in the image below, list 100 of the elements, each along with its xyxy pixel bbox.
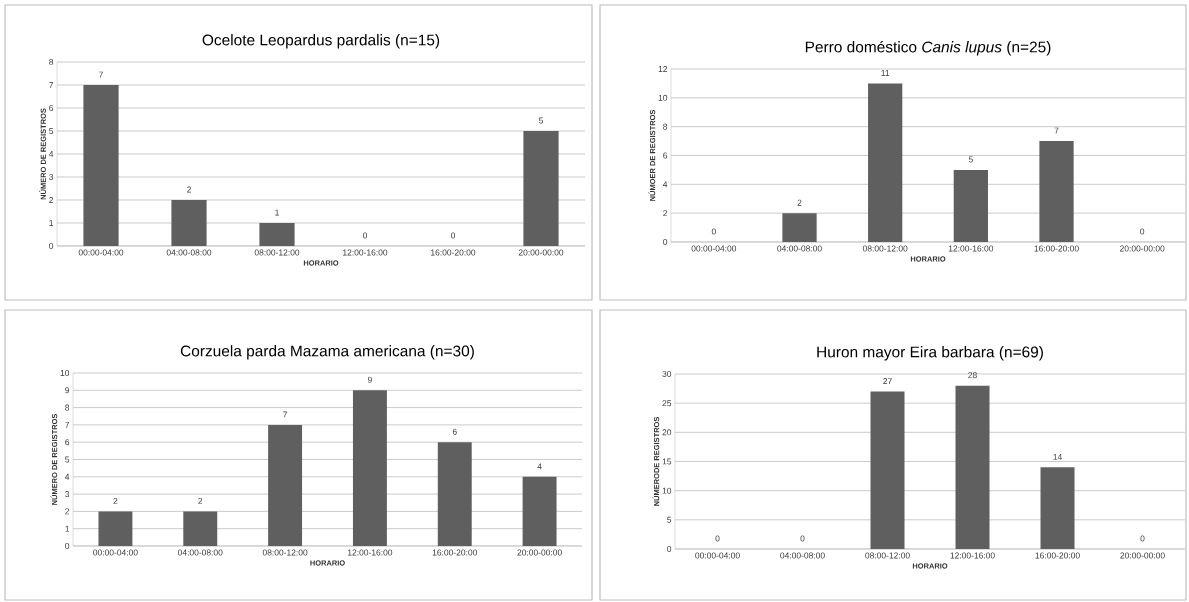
data-label: 14 — [1053, 453, 1062, 460]
x-tick-label: 16:00-20:00 — [1034, 245, 1079, 252]
chart-title: Huron mayor Eira barbara (n=69) — [817, 346, 1043, 361]
y-tick-label: 4 — [662, 181, 668, 188]
x-tick-label: 20:00-00:00 — [1120, 552, 1165, 559]
data-label: 28 — [968, 372, 977, 379]
y-tick-label: 6 — [663, 152, 668, 159]
y-tick-label: 4 — [64, 473, 70, 480]
bar — [352, 390, 387, 546]
bar — [259, 222, 295, 246]
x-tick-label: 12:00-16:00 — [950, 552, 995, 559]
bar — [523, 130, 559, 246]
chart-title: Corzuela parda Mazama americana (n=30) — [180, 345, 474, 360]
x-tick-label: 08:00-12:00 — [865, 552, 910, 559]
y-tick-label: 30 — [662, 371, 672, 377]
bar — [1039, 141, 1074, 242]
y-tick-label: 5 — [49, 128, 54, 134]
y-tick-label: 25 — [662, 400, 672, 407]
y-tick-label: 0 — [49, 242, 54, 249]
y-tick-label: 5 — [65, 456, 70, 463]
data-label: 0 — [1140, 228, 1145, 235]
bar — [268, 424, 303, 546]
x-tick-label: 04:00-08:00 — [166, 249, 212, 256]
y-tick-label: 2 — [663, 210, 668, 217]
y-tick-label: 7 — [65, 421, 70, 428]
bar — [183, 511, 218, 546]
x-tick-label: 08:00-12:00 — [254, 249, 300, 256]
y-tick-label: 20 — [662, 429, 672, 436]
bar — [98, 511, 133, 546]
y-tick-label: 10 — [60, 369, 70, 376]
x-tick-label: 08:00-12:00 — [862, 245, 908, 252]
x-tick-label: 00:00-04:00 — [78, 249, 124, 256]
chart-title: Ocelote Leopardus pardalis (n=15) — [202, 34, 440, 49]
y-tick-label: 5 — [667, 516, 672, 523]
x-tick-label: 04:00-08:00 — [780, 552, 825, 559]
data-label: 0 — [1140, 535, 1145, 542]
y-tick-label: 6 — [49, 105, 54, 111]
y-tick-label: 6 — [65, 439, 70, 446]
y-tick-label: 3 — [49, 174, 54, 180]
data-label: 27 — [883, 378, 892, 384]
x-tick-label: 00:00-04:00 — [93, 549, 138, 556]
data-label: 7 — [1054, 127, 1059, 134]
data-label: 0 — [800, 535, 805, 542]
y-tick-label: 7 — [49, 82, 54, 88]
x-tick-label: 16:00-20:00 — [432, 549, 478, 556]
bar — [953, 169, 988, 242]
y-tick-label: 4 — [48, 151, 54, 157]
y-tick-label: 3 — [65, 491, 70, 498]
data-label: 0 — [715, 535, 720, 542]
y-tick-label: 2 — [65, 508, 70, 515]
x-tick-label: 12:00-16:00 — [347, 549, 393, 556]
x-tick-label: 04:00-08:00 — [177, 549, 223, 556]
bar — [955, 385, 990, 549]
x-tick-label: 00:00-04:00 — [695, 552, 740, 559]
bar — [522, 476, 557, 546]
x-tick-label: 16:00-20:00 — [431, 249, 476, 256]
y-tick-label: 8 — [65, 404, 70, 411]
bar — [868, 83, 903, 242]
data-label: 11 — [881, 70, 890, 76]
data-label: 2 — [113, 497, 118, 504]
y-tick-label: 0 — [65, 542, 70, 549]
data-label: 2 — [797, 199, 802, 206]
data-label: 4 — [537, 463, 542, 470]
data-label: 1 — [275, 209, 279, 216]
bar — [437, 442, 472, 546]
x-tick-label: 04:00-08:00 — [777, 245, 822, 252]
data-label: 0 — [711, 228, 716, 235]
chart-title: Perro doméstico Canis lupus (n=25) — [805, 40, 1051, 56]
x-tick-label: 12:00-16:00 — [948, 245, 994, 252]
y-tick-label: 0 — [663, 238, 668, 245]
data-label: 6 — [452, 428, 457, 435]
data-label: 5 — [968, 156, 973, 163]
data-label: 9 — [367, 376, 372, 383]
x-tick-label: 20:00-00:00 — [517, 549, 562, 556]
y-tick-label: 2 — [49, 197, 54, 203]
x-tick-label: 12:00-16:00 — [343, 249, 388, 256]
y-tick-label: 10 — [658, 94, 668, 101]
x-tick-label: 00:00-04:00 — [691, 245, 737, 252]
y-tick-label: 12 — [658, 66, 668, 72]
y-tick-label: 9 — [65, 387, 70, 394]
x-tick-label: 16:00-20:00 — [1035, 552, 1080, 559]
bar — [870, 391, 905, 549]
y-tick-label: 8 — [49, 59, 54, 65]
x-tick-label: 08:00-12:00 — [262, 549, 308, 556]
y-tick-label: 10 — [662, 487, 672, 494]
y-tick-label: 1 — [65, 525, 70, 532]
x-tick-label: 20:00-00:00 — [1120, 245, 1165, 252]
bar — [1040, 467, 1075, 549]
data-label: 7 — [99, 71, 103, 78]
bar — [171, 199, 207, 246]
data-label: 2 — [187, 186, 191, 193]
data-label: 5 — [538, 117, 544, 124]
bar — [782, 213, 817, 242]
data-label: 2 — [198, 497, 203, 504]
data-label: 0 — [450, 232, 456, 239]
bar — [83, 84, 119, 246]
x-tick-label: 20:00-00:00 — [518, 249, 564, 256]
data-label: 7 — [283, 411, 288, 418]
y-tick-label: 15 — [662, 458, 672, 465]
y-tick-label: 0 — [667, 545, 672, 552]
